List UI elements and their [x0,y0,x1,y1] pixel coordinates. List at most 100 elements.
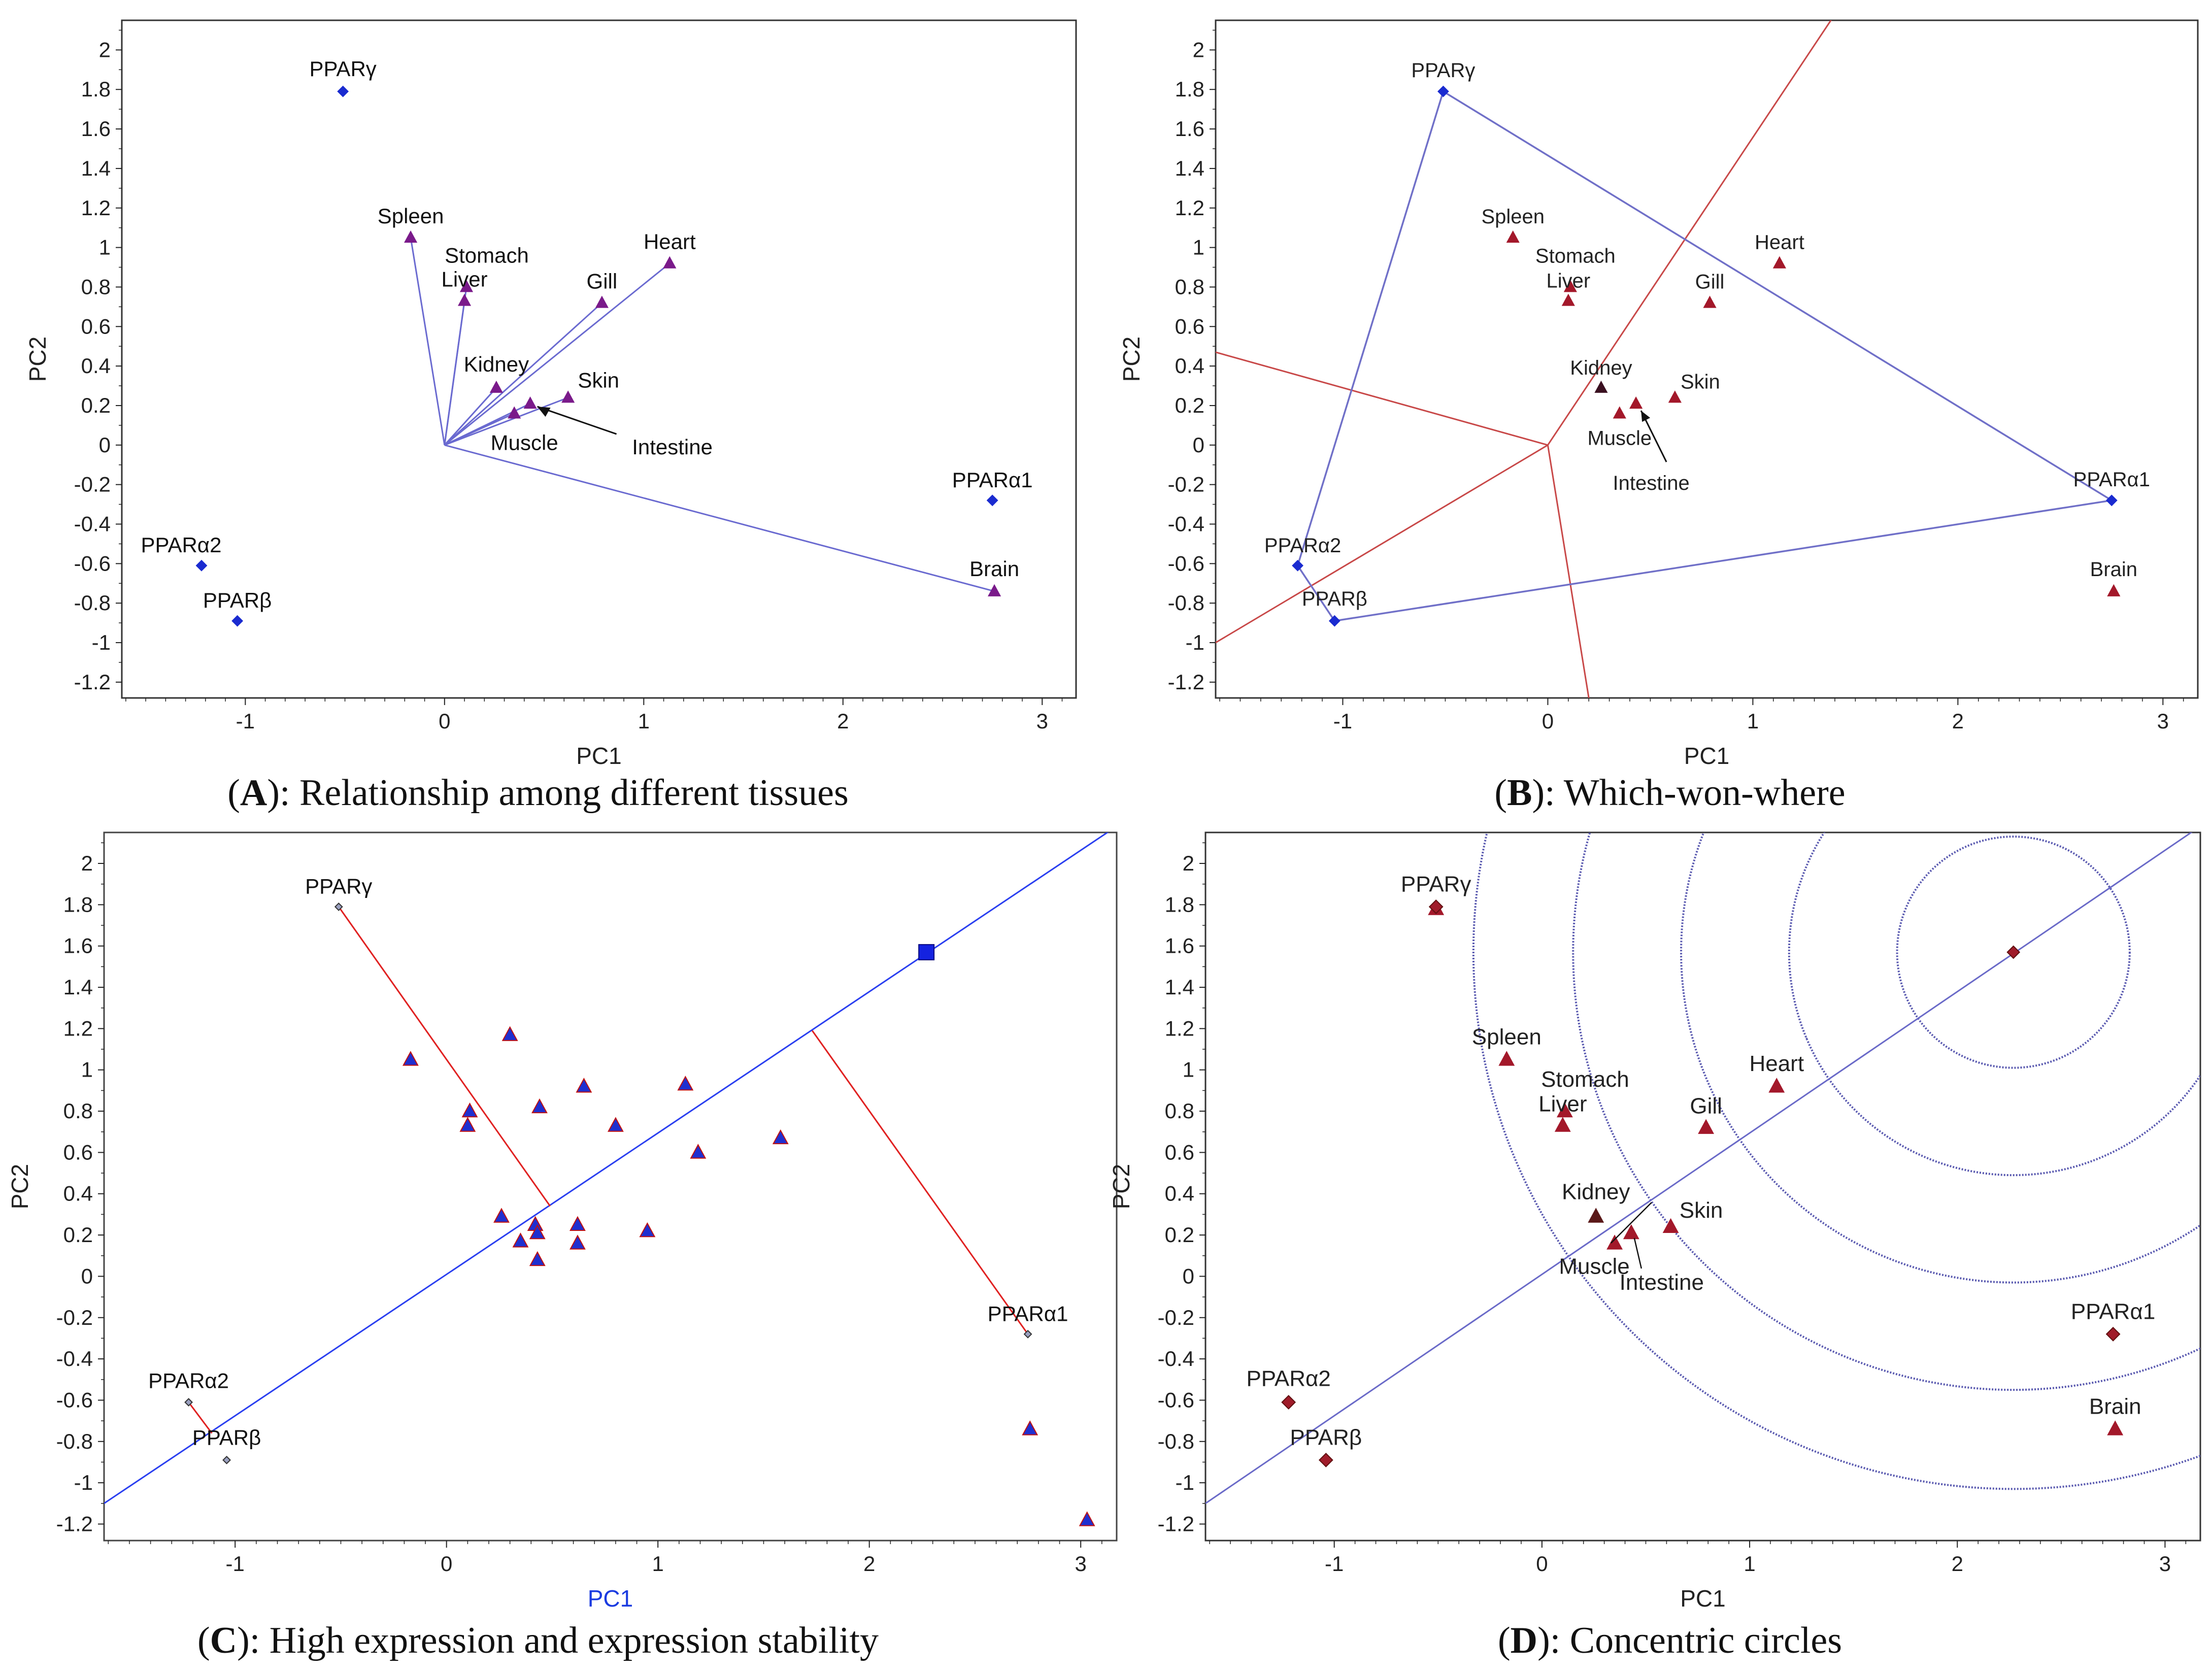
panel-d: 2 1.8 1.6 1.4 1.2 1 0.8 0.6 0.4 0.2 0 -0.2 -0.4 -0.6 -… [1108,831,2201,1612]
y-tick-label: 1.8 [1165,892,1194,916]
vector-line [444,396,568,446]
point-label-intestine: Intestine [1620,1270,1704,1295]
x-tick-label: -1 [1325,1552,1344,1576]
genotype-marker-ppar-2 [184,1398,193,1407]
tissue-marker-heart [663,256,677,269]
point-label-ppar-2: PPARα2 [1246,1366,1330,1391]
point-label-gill: Gill [1695,271,1725,293]
genotype-marker-ppar-2 [195,559,208,572]
y-tick-label: 0 [81,1264,93,1288]
x-tick-label: 0 [1542,709,1554,733]
point-label-brain: Brain [969,557,1019,581]
point-label-muscle: Muscle [1559,1254,1629,1279]
y-tick-label: 1 [1183,1058,1194,1082]
y-tick-label: -1 [1176,1471,1194,1494]
annotation-arrowhead [1641,411,1651,422]
genotype-marker-ppar-1 [2105,494,2118,507]
y-tick-label: 1.6 [81,117,111,141]
tissue-marker-gill [595,295,609,308]
point-label-kidney: Kidney [1562,1179,1630,1204]
y-tick-label: -0.6 [1158,1388,1194,1412]
tissue-marker-spleen [404,230,418,243]
y-tick-label: -0.4 [1168,512,1204,536]
y-tick-label: -0.2 [56,1306,93,1329]
point-label-brain: Brain [2090,558,2137,581]
point-label-ppar-1: PPARα1 [2071,1299,2155,1324]
y-tick-label: -0.2 [1168,473,1204,496]
point-label-kidney: Kidney [464,352,529,376]
environment-marker [1079,1511,1095,1526]
genotype-marker-ppar-2 [1292,559,1304,572]
point-label-gill: Gill [1690,1094,1722,1119]
sector-ray [1547,20,1832,446]
vector-line [444,444,995,592]
tissue-marker-liver [457,293,472,306]
y-tick-label: -1.2 [74,670,111,694]
genotype-marker-ppar [334,902,343,911]
y-tick-label: 0.2 [63,1223,93,1247]
x-tick-label: 2 [863,1552,875,1576]
tissue-marker-spleen [1506,230,1520,243]
x-tick-label: 3 [2157,709,2169,733]
environment-marker [459,1117,476,1132]
environment-marker [529,1224,546,1240]
vector-line [410,237,446,446]
point-label-spleen: Spleen [1472,1024,1541,1049]
y-tick-label: 0.8 [1175,275,1204,298]
y-tick-label: 1.2 [81,196,111,220]
caption-c: (C): High expression and expression stab… [197,1620,879,1661]
y-tick-label: 1 [81,1058,93,1082]
y-tick-label: -0.4 [74,512,111,536]
point-label-heart: Heart [644,230,696,254]
y-tick-label: -1 [92,630,111,654]
y-tick-label: 0.2 [1165,1223,1194,1247]
x-tick-label: 0 [1536,1552,1548,1576]
sector-ray [1216,351,1548,446]
genotype-marker-ppar [1328,615,1340,627]
x-tick-label: 1 [652,1552,664,1576]
y-tick-label: 0.4 [81,354,111,378]
caption-a: (A): Relationship among different tissue… [227,772,849,814]
y-tick-label: -1.2 [56,1512,93,1535]
genotype-marker-ppar-1 [2105,1326,2121,1342]
y-tick-label: 1.4 [1175,156,1204,180]
y-tick-label: 0 [1183,1264,1194,1288]
point-label-ppar: PPARγ [1411,59,1475,82]
y-tick-label: 1 [99,236,111,259]
point-label-brain: Brain [2089,1394,2141,1419]
plot-frame [1204,831,2201,1542]
y-tick-label: 0 [99,433,111,457]
ideal-center-marker [2006,945,2021,959]
x-tick-label: -1 [226,1552,245,1576]
point-label-ppar: PPARβ [192,1425,261,1449]
tissue-marker-gill [1703,295,1717,308]
environment-marker [501,1026,518,1041]
point-label-kidney: Kidney [1570,357,1632,379]
concentric-circle [1472,832,2200,1490]
tissue-marker-brain [988,584,1001,596]
environment-marker [512,1232,529,1248]
point-label-heart: Heart [1755,231,1804,254]
environment-marker [677,1076,694,1091]
environment-marker [576,1078,592,1093]
tissue-marker-intestine [1629,396,1643,409]
annotation-arrowhead [537,407,551,417]
tissue-marker-skin [1662,1218,1679,1233]
point-label-liver: Liver [442,268,488,291]
y-tick-label: -0.6 [56,1388,93,1412]
x-axis-label: PC1 [1684,743,1729,769]
average-environment-marker [918,944,935,960]
x-tick-label: -1 [1333,709,1352,733]
y-tick-label: -0.8 [1168,591,1204,615]
y-tick-label: -1 [74,1471,93,1494]
panel-b: 2 1.8 1.6 1.4 1.2 1 0.8 0.6 0.4 0.2 0 -0.2 -0.4 -0.6 -… [1118,19,2199,769]
x-tick-label: 0 [441,1552,452,1576]
genotype-marker-ppar-1 [1023,1329,1032,1339]
tissue-marker-gill [1698,1119,1715,1134]
y-tick-label: -1.2 [1158,1512,1194,1535]
tissue-marker-brain [2107,1420,2124,1435]
environment-marker [690,1144,707,1159]
environment-marker [529,1251,546,1266]
point-label-skin: Skin [1681,371,1720,393]
point-label-stomach: Stomach [1541,1067,1629,1092]
